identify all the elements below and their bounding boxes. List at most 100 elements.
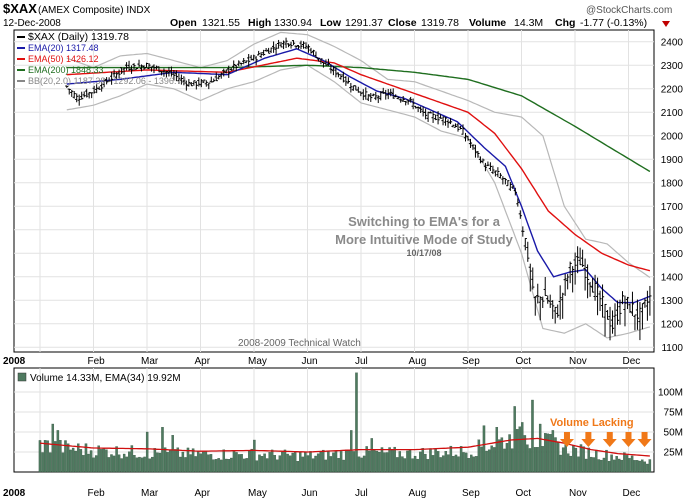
volume-bar [510,448,514,473]
price-bar [486,161,490,167]
price-bar [90,92,94,99]
annotation-line1: Switching to EMA's for a [348,214,501,229]
price-bar [182,76,186,86]
volume-bar [54,441,57,473]
month-axis-price: 2008 Feb Mar Apr May Jun Jul Aug Sep Oct Nov Dec [3,356,640,367]
volume-bar [477,439,481,473]
price-bar [279,41,283,48]
volume-tick-label: 25M [664,448,683,459]
month-tick-label: Aug [409,356,427,367]
volume-bar [607,460,611,473]
volume-bar [605,449,608,473]
price-bar [561,292,565,319]
price-bar [521,226,525,237]
price-bar [558,285,562,320]
volume-bar [265,458,269,473]
price-bar [541,296,545,308]
volume-bar [572,445,575,473]
annotation-line2: More Intuitive Mode of Study [335,232,513,247]
volume-bar [380,447,384,473]
price-bar [291,40,296,46]
price-bar [82,91,86,98]
volume-bar [191,448,195,473]
volume-bar [615,456,618,473]
volume-bar [444,451,448,473]
legend-entry: $XAX (Daily) 1319.78 [28,31,129,43]
volume-bar [592,457,596,473]
price-bar [573,252,577,285]
volume-bar [584,458,588,473]
price-bar [112,69,116,78]
volume-bar [115,446,118,473]
volume-bar [237,454,241,473]
volume-bar [595,449,598,473]
volume-bar [567,453,570,473]
volume-bar [523,435,527,473]
volume-legend: Volume 14.33M, EMA(34) 19.92M [17,372,181,384]
price-bar [516,198,520,207]
volume-bar [263,453,266,473]
price-bar [276,39,281,49]
volume-bar [457,456,460,473]
price-bar [234,64,238,72]
volume-bar [100,449,103,473]
price-bar [411,98,415,110]
symbol-name: (AMEX Composite) INDX [38,5,151,16]
price-bar [237,60,241,67]
price-tick-label: 2000 [661,131,684,142]
price-bar [503,177,507,185]
volume-bar [408,449,412,473]
volume-bar [199,453,203,473]
volume-bar [429,448,432,473]
volume-bar [518,426,522,473]
volume-bar [398,451,402,473]
volume-bar [406,450,409,473]
volume-bar [166,452,169,473]
price-bar [416,106,420,113]
volume-bar [296,461,300,473]
volume-bar [329,456,333,473]
price-bar [548,294,552,308]
price-bar [319,58,323,65]
volume-bar [260,456,264,473]
volume-bar [219,459,223,473]
price-bar [207,82,211,90]
volume-tick-label: 100M [658,388,683,399]
month-tick-label: Nov [569,356,587,367]
price-bar [528,263,532,292]
price-bar [506,180,510,187]
volume-bar [344,449,348,473]
volume-bar [69,449,72,473]
volume-bar [538,423,542,473]
volume-bar [421,448,425,473]
price-bar [623,295,627,327]
price-bar [244,60,248,64]
volume-bar [610,454,613,473]
price-tick-label: 1700 [661,202,684,213]
price-bar [119,67,124,75]
volume-bar [156,452,159,473]
volume-bar [464,452,468,473]
price-bar [536,283,540,304]
down-arrow-icon [581,432,596,447]
volume-bar [105,449,108,473]
price-bar [526,241,530,262]
volume-legend-swatch [17,372,27,382]
price-bar [468,138,473,148]
volume-value: 14.3M [514,17,543,29]
volume-bar [561,447,565,473]
price-bar [306,44,311,53]
volume-bar [475,456,478,473]
price-bar [284,37,288,49]
volume-bar [419,451,422,473]
volume-bar [153,448,157,473]
price-bar [274,43,278,55]
volume-bar [306,455,310,473]
month-tick-label: May [248,488,267,499]
price-bar [204,80,208,87]
price-bar [531,267,535,290]
price-bar [406,99,410,105]
volume-bar [508,434,511,473]
volume-bar [633,460,636,473]
